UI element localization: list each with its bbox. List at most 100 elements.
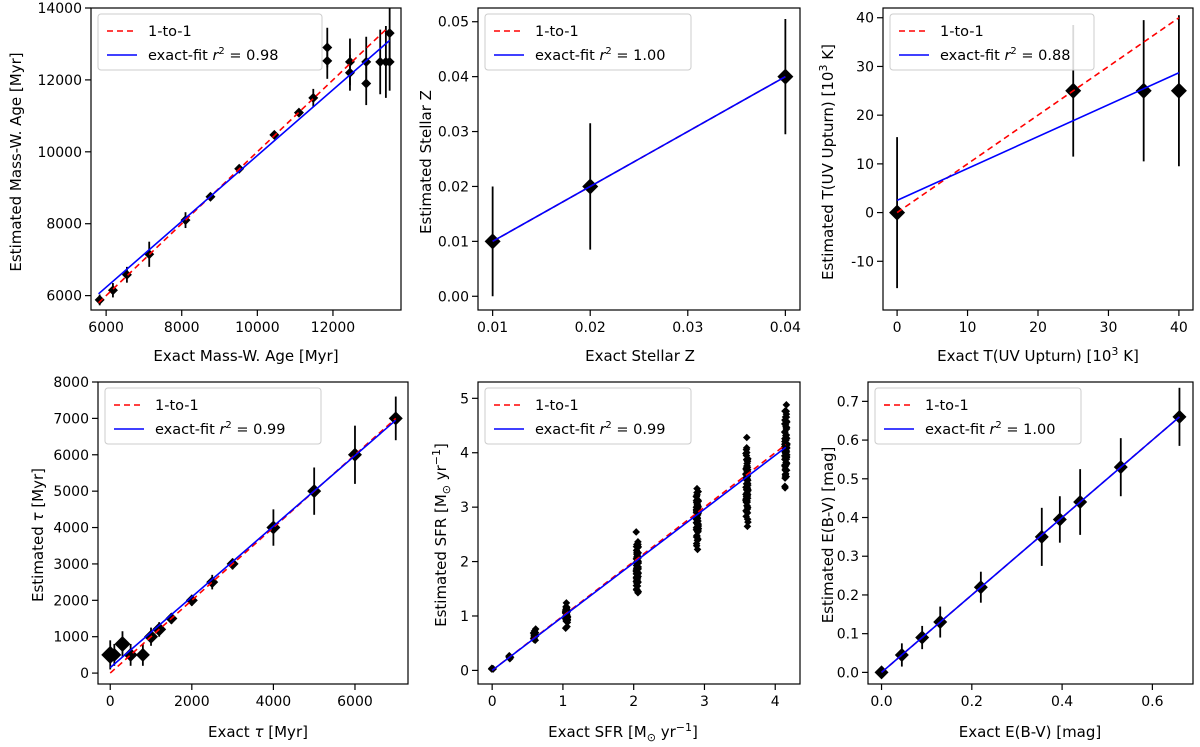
x-tick-label: 0.4 (1051, 694, 1073, 710)
data-point (694, 524, 703, 533)
y-tick-label: 2000 (53, 593, 89, 609)
y-tick-label: 20 (856, 108, 874, 124)
ylabel-tau: Estimated τ [Myr] (29, 468, 47, 602)
data-point (782, 466, 791, 475)
y-tick-label: 0.05 (438, 15, 469, 31)
data-point (694, 496, 702, 505)
data-point (743, 522, 752, 531)
legend-fit-label: exact-fit r2 = 1.00 (925, 420, 1055, 438)
x-tick-label: 10 (959, 320, 977, 336)
y-tick-label: 3000 (53, 557, 89, 573)
legend: 1-to-1 exact-fit r2 = 0.88 (889, 13, 1095, 71)
ylabel-age: Estimated Mass-W. Age [Myr] (7, 52, 25, 271)
y-tick-label: 7000 (53, 411, 89, 427)
legend-box (484, 13, 692, 71)
y-tick-label: 10 (856, 157, 874, 173)
legend-box (889, 13, 1095, 71)
y-tick-label: 4 (460, 446, 469, 462)
legend: 1-to-1 exact-fit r2 = 0.99 (484, 387, 692, 445)
data-point (781, 474, 789, 482)
xlabel-sfr: Exact SFR [M⊙ yr−1] (548, 721, 698, 744)
y-tick-label: 0.0 (837, 665, 859, 681)
axes-frame (477, 7, 801, 311)
data-point (781, 416, 789, 424)
x-tick-label: 3 (700, 694, 709, 710)
y-tick-label: 0.01 (438, 234, 469, 250)
x-tick-label: 0.6 (1141, 694, 1163, 710)
x-tick-label: 1 (558, 694, 567, 710)
y-tick-label: 30 (856, 59, 874, 75)
ylabel-uv-upturn: Estimated T(UV Upturn) [103 K] (817, 44, 837, 280)
y-tick-label: 0.00 (438, 289, 469, 305)
y-tick-label: 0 (460, 663, 469, 679)
data-point (742, 512, 750, 521)
data-point (742, 474, 751, 483)
x-tick-label: 20 (1029, 320, 1047, 336)
legend-one-to-one-label: 1-to-1 (925, 398, 969, 414)
ylabel-ebv: Estimated E(B-V) [mag] (819, 447, 837, 624)
data-point (322, 42, 333, 53)
one-to-one-line (98, 28, 387, 304)
x-tick-label: 0 (893, 320, 902, 336)
data-point (634, 564, 642, 573)
panel-ebv: Exact E(B-V) [mag] Estimated E(B-V) [mag… (819, 381, 1194, 741)
x-tick-label: 0.2 (961, 694, 983, 710)
y-tick-label: 5 (460, 391, 469, 407)
panel-age: Exact Mass-W. Age [Myr] Estimated Mass-W… (7, 1, 402, 365)
data-point (783, 441, 791, 449)
legend-box (104, 387, 322, 445)
y-tick-label: 4000 (53, 521, 89, 537)
y-tick-label: 0.6 (837, 433, 859, 449)
legend-fit-label: exact-fit r2 = 0.98 (148, 46, 278, 64)
data-point (782, 401, 791, 409)
y-tick-label: 0.3 (837, 549, 859, 565)
data-point (562, 599, 571, 607)
fit-line (492, 75, 786, 243)
fit-line (491, 446, 787, 672)
x-tick-label: 8000 (164, 320, 200, 336)
legend-box (97, 13, 323, 71)
data-point (563, 622, 571, 631)
data-point (384, 56, 395, 67)
data-point (692, 541, 701, 550)
data-point (693, 536, 702, 545)
x-tick-label: 2 (629, 694, 638, 710)
fit-line (881, 416, 1180, 673)
x-tick-label: 4 (771, 694, 780, 710)
x-tick-label: 4000 (256, 694, 292, 710)
y-tick-label: 0.7 (837, 394, 859, 410)
ylabel-sfr: Estimated SFR [M⊙ yr−1] (430, 443, 453, 627)
xlabel-metallicity: Exact Stellar Z (585, 347, 695, 365)
x-tick-label: 0.03 (672, 320, 703, 336)
fit-line (896, 72, 1180, 202)
y-tick-label: 0.1 (837, 627, 859, 643)
axes-frame (97, 381, 409, 685)
data-point (1034, 529, 1049, 544)
y-tick-label: 8000 (46, 217, 82, 233)
data-point (694, 503, 703, 511)
y-tick-label: 2 (460, 555, 469, 571)
data-point (634, 569, 642, 578)
y-tick-label: 1 (460, 609, 469, 625)
y-tick-label: 3 (460, 500, 469, 516)
y-tick-label: 12000 (37, 73, 82, 89)
y-tick-label: 0 (865, 206, 874, 222)
data-point (743, 463, 752, 472)
legend: 1-to-1 exact-fit r2 = 0.99 (104, 387, 322, 445)
x-tick-label: 10000 (235, 320, 280, 336)
xlabel-uv-upturn: Exact T(UV Upturn) [103 K] (937, 345, 1139, 365)
data-point (781, 484, 789, 492)
data-point (742, 433, 751, 442)
legend-one-to-one-label: 1-to-1 (148, 24, 192, 40)
axes-frame (477, 381, 801, 685)
y-tick-label: 0.4 (837, 511, 859, 527)
fit-line (98, 39, 391, 295)
data-point (1170, 82, 1187, 99)
data-point (384, 28, 395, 39)
data-point (94, 294, 105, 305)
xlabel-tau: Exact τ [Myr] (208, 723, 308, 741)
panel-tau: Exact τ [Myr] Estimated τ [Myr] 0 2000 400… (29, 375, 409, 741)
data-point (107, 647, 122, 662)
data-point (632, 528, 640, 536)
